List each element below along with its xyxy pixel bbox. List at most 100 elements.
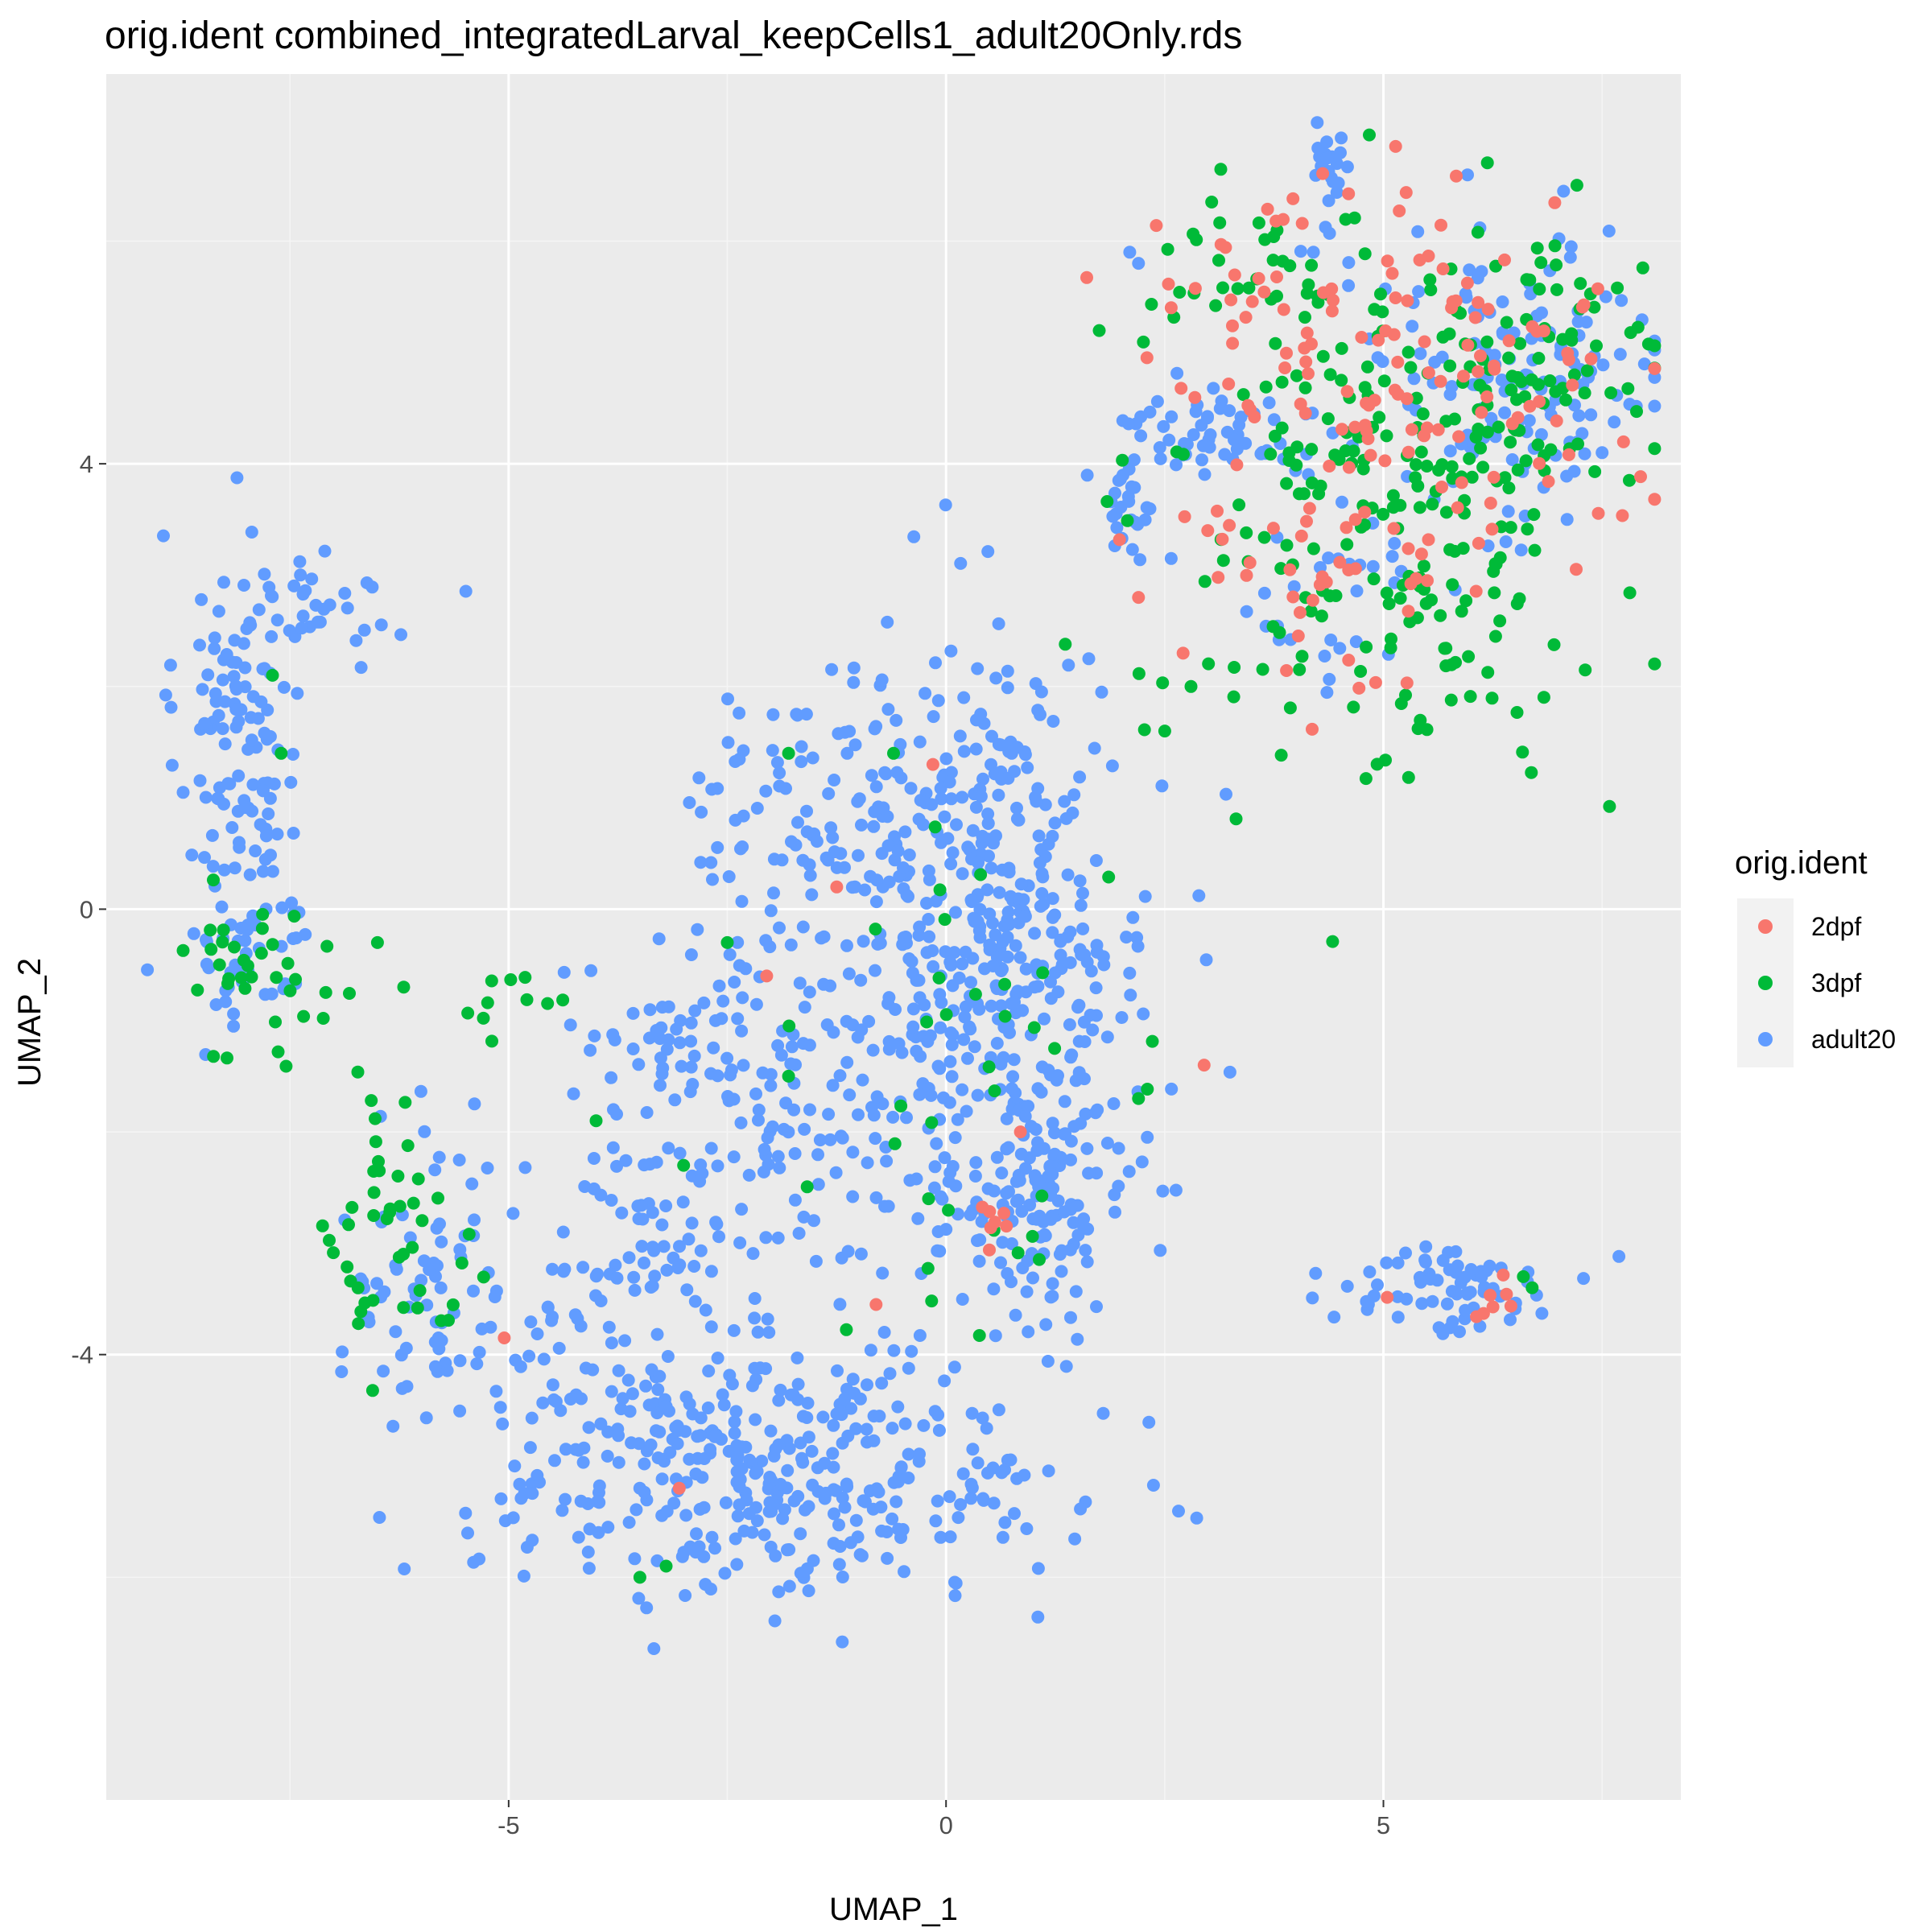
data-point-adult20: [750, 802, 764, 815]
data-point-adult20: [605, 1385, 618, 1398]
data-point-adult20: [1131, 939, 1145, 953]
data-point-adult20: [1058, 795, 1071, 808]
data-point-2dpf: [1286, 590, 1300, 604]
data-point-2dpf: [1113, 533, 1126, 547]
data-point-3dpf: [1256, 663, 1269, 676]
data-point-adult20: [912, 812, 926, 826]
data-point-3dpf: [1525, 766, 1538, 779]
data-point-3dpf: [1559, 393, 1573, 407]
data-point-2dpf: [1421, 574, 1434, 588]
data-point-adult20: [428, 1163, 442, 1177]
data-point-adult20: [896, 1523, 910, 1536]
data-point-adult20: [622, 1516, 636, 1530]
data-point-2dpf: [1389, 291, 1402, 304]
data-point-adult20: [1648, 399, 1662, 413]
data-point-3dpf: [391, 1170, 405, 1183]
data-point-adult20: [287, 579, 301, 592]
data-point-adult20: [435, 1235, 448, 1249]
data-point-adult20: [927, 1181, 941, 1195]
data-point-2dpf: [1298, 407, 1312, 420]
data-point-adult20: [933, 1062, 947, 1075]
data-point-adult20: [265, 987, 279, 1001]
data-point-adult20: [699, 1578, 712, 1591]
data-point-adult20: [245, 526, 258, 539]
data-point-3dpf: [369, 1135, 382, 1149]
data-point-adult20: [610, 1159, 623, 1173]
data-point-3dpf: [1036, 966, 1050, 980]
data-point-2dpf: [1435, 481, 1448, 493]
data-point-3dpf: [1386, 489, 1400, 502]
data-point-adult20: [661, 1350, 675, 1363]
legend-label-3dpf: 3dpf: [1811, 968, 1861, 997]
data-point-adult20: [1016, 1004, 1030, 1018]
data-point-adult20: [1169, 1183, 1183, 1197]
data-point-2dpf: [1080, 270, 1093, 284]
data-point-3dpf: [1611, 281, 1624, 295]
data-point-adult20: [655, 1509, 669, 1522]
data-point-adult20: [1007, 1053, 1021, 1067]
data-point-adult20: [734, 1116, 748, 1129]
data-point-3dpf: [1571, 437, 1584, 451]
data-point-3dpf: [1474, 441, 1488, 455]
data-point-adult20: [1049, 1071, 1063, 1084]
data-point-adult20: [1075, 1217, 1089, 1231]
data-point-3dpf: [1471, 225, 1484, 239]
data-point-adult20: [729, 755, 742, 768]
data-point-adult20: [652, 932, 666, 946]
data-point-adult20: [1207, 382, 1220, 395]
data-point-adult20: [1071, 1228, 1085, 1242]
data-point-adult20: [730, 1439, 744, 1452]
data-point-adult20: [1055, 958, 1069, 972]
data-point-adult20: [894, 771, 908, 785]
data-point-3dpf: [1190, 233, 1203, 246]
data-point-adult20: [508, 1459, 522, 1473]
data-point-2dpf: [1542, 475, 1555, 489]
data-point-adult20: [890, 713, 903, 727]
data-point-3dpf: [1121, 514, 1134, 527]
data-point-adult20: [1009, 1195, 1023, 1208]
data-point-adult20: [767, 886, 780, 900]
data-point-adult20: [779, 1096, 793, 1110]
data-point-adult20: [784, 938, 798, 952]
data-point-3dpf: [1413, 501, 1426, 514]
data-point-3dpf: [1335, 341, 1348, 355]
data-point-adult20: [1505, 453, 1519, 466]
data-point-adult20: [795, 1451, 808, 1465]
data-point-3dpf: [894, 1099, 908, 1113]
data-point-adult20: [141, 963, 155, 976]
data-point-adult20: [676, 1195, 690, 1209]
data-point-adult20: [686, 1407, 700, 1421]
data-point-adult20: [948, 1589, 962, 1603]
data-point-3dpf: [1548, 239, 1562, 253]
data-point-adult20: [1443, 444, 1457, 458]
data-point-adult20: [867, 1410, 881, 1423]
data-point-adult20: [969, 1156, 983, 1170]
data-point-3dpf: [316, 1219, 329, 1232]
data-point-adult20: [931, 1225, 945, 1238]
data-point-adult20: [993, 886, 1006, 899]
data-point-adult20: [853, 1548, 867, 1562]
data-point-adult20: [1333, 642, 1347, 655]
data-point-adult20: [1349, 635, 1363, 649]
data-point-2dpf: [1278, 361, 1292, 374]
data-point-adult20: [759, 934, 773, 947]
data-point-adult20: [1170, 366, 1184, 380]
data-point-adult20: [1020, 1285, 1034, 1298]
data-point-adult20: [284, 775, 298, 789]
data-point-adult20: [913, 1088, 927, 1101]
data-point-adult20: [195, 592, 208, 606]
data-point-adult20: [989, 671, 1003, 685]
data-point-adult20: [377, 1364, 390, 1378]
data-point-adult20: [869, 895, 883, 909]
data-point-3dpf: [1198, 575, 1212, 588]
data-point-adult20: [749, 1087, 762, 1100]
data-point-adult20: [1406, 320, 1419, 333]
data-point-adult20: [386, 1419, 400, 1433]
data-point-adult20: [811, 1148, 824, 1162]
data-point-adult20: [1458, 1270, 1472, 1284]
data-point-adult20: [205, 828, 219, 842]
data-point-adult20: [1571, 315, 1585, 328]
data-point-adult20: [691, 1451, 704, 1465]
data-point-adult20: [619, 1154, 633, 1167]
data-point-adult20: [198, 716, 212, 730]
